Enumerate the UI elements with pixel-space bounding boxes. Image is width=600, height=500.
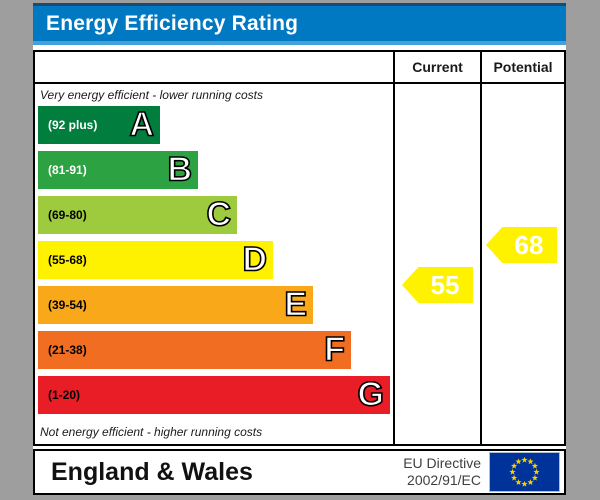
eu-directive-text: EU Directive 2002/91/EC: [403, 455, 481, 489]
title-bar: Energy Efficiency Rating: [33, 3, 566, 45]
footer-right: EU Directive 2002/91/EC: [403, 452, 564, 492]
potential-rating-value: 68: [514, 229, 544, 260]
column-header-potential: Potential: [493, 59, 553, 75]
footer-bar: England & Wales EU Directive 2002/91/EC: [33, 449, 566, 495]
band-bar-B: (81-91) B: [38, 151, 198, 189]
band-bar-A: (92 plus) A: [38, 106, 160, 144]
page-title: Energy Efficiency Rating: [46, 11, 299, 35]
band-row-B: (81-91) B: [38, 151, 393, 189]
band-bar-E: (39-54) E: [38, 286, 313, 324]
band-row-F: (21-38) F: [38, 331, 393, 369]
band-bar-F: (21-38) F: [38, 331, 351, 369]
band-letter: E: [284, 285, 308, 324]
band-letter: C: [206, 195, 232, 234]
band-range-label: (69-80): [48, 208, 87, 222]
band-letter: D: [242, 240, 268, 279]
band-letter: F: [323, 330, 345, 369]
column-header-current: Current: [412, 59, 463, 75]
column-divider-current: [393, 52, 395, 444]
bottom-note: Not energy efficient - higher running co…: [40, 425, 263, 439]
band-bar-C: (69-80) C: [38, 196, 237, 234]
band-letter: G: [357, 375, 385, 414]
top-note: Very energy efficient - lower running co…: [40, 88, 263, 102]
band-row-C: (69-80) C: [38, 196, 393, 234]
band-range-label: (1-20): [48, 388, 81, 402]
band-range-label: (21-38): [48, 343, 87, 357]
band-range-label: (92 plus): [48, 118, 98, 132]
potential-rating-arrow: 68: [486, 227, 557, 263]
band-letter: B: [167, 150, 193, 189]
band-row-D: (55-68) D: [38, 241, 393, 279]
eu-directive-line1: EU Directive: [403, 455, 481, 471]
eu-flag-icon: [489, 452, 560, 492]
band-range-label: (55-68): [48, 253, 87, 267]
band-letter: A: [129, 105, 155, 144]
band-range-label: (39-54): [48, 298, 87, 312]
band-range-label: (81-91): [48, 163, 87, 177]
rating-bands: (92 plus) A (81-91) B (69-80) C (55-68) D (39-54…: [35, 106, 393, 414]
band-row-A: (92 plus) A: [38, 106, 393, 144]
band-bar-D: (55-68) D: [38, 241, 273, 279]
band-row-E: (39-54) E: [38, 286, 393, 324]
current-rating-arrow: 55: [402, 267, 473, 303]
eu-directive-line2: 2002/91/EC: [407, 472, 481, 488]
region-label: England & Wales: [51, 457, 253, 486]
column-divider-potential: [480, 52, 482, 444]
band-row-G: (1-20) G: [38, 376, 393, 414]
table-header-row: Current Potential: [35, 52, 564, 84]
rating-table: Current Potential Very energy efficient …: [33, 50, 566, 446]
efficiency-scale: Very energy efficient - lower running co…: [35, 84, 393, 443]
current-rating-value: 55: [430, 269, 460, 300]
band-bar-G: (1-20) G: [38, 376, 390, 414]
